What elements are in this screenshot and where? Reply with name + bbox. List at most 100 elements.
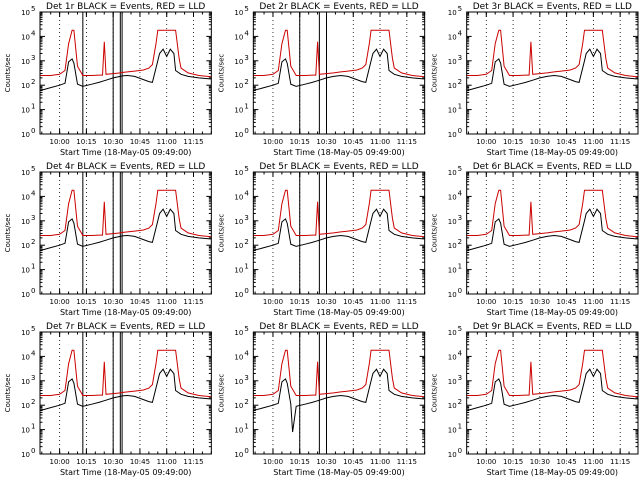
y-tick-exponent: 3 [31, 374, 35, 382]
y-tick-label: 10 [21, 451, 30, 459]
x-axis-title: Start Time (18-May-05 09:49:00) [487, 308, 618, 317]
y-tick-exponent: 2 [458, 78, 462, 86]
y-tick-exponent: 3 [244, 54, 248, 62]
x-tick-label: 10:15 [290, 138, 310, 146]
y-tick-label: 10 [448, 33, 457, 41]
x-tick-label: 11:15 [183, 458, 203, 466]
y-tick-label: 10 [21, 242, 30, 250]
x-tick-label: 10:30 [103, 138, 123, 146]
x-tick-label: 11:15 [183, 138, 203, 146]
y-tick-label: 10 [234, 451, 243, 459]
y-tick-label: 10 [21, 107, 30, 115]
y-tick-label: 10 [21, 291, 30, 299]
x-tick-label: 10:45 [557, 298, 577, 306]
x-tick-label: 10:15 [76, 138, 96, 146]
x-axis-title: Start Time (18-May-05 09:49:00) [273, 148, 404, 157]
panel-title: Det 3r BLACK = Events, RED = LLD [473, 2, 632, 12]
y-tick-exponent: 5 [244, 325, 248, 333]
detector-panel-8: Det 8r BLACK = Events, RED = LLD Counts/s… [217, 322, 426, 477]
series-line-lld [253, 29, 425, 78]
y-tick-label: 10 [448, 58, 457, 66]
y-tick-exponent: 3 [244, 214, 248, 222]
y-tick-exponent: 0 [244, 287, 248, 295]
y-tick-label: 10 [234, 82, 243, 90]
plot-frame [252, 331, 426, 455]
detector-panel-5: Det 5r BLACK = Events, RED = LLD Counts/s… [217, 162, 426, 317]
y-tick-label: 10 [234, 329, 243, 337]
y-tick-exponent: 0 [458, 287, 462, 295]
y-tick-label: 10 [21, 427, 30, 435]
y-axis-title: Counts/sec [4, 374, 12, 413]
y-tick-exponent: 5 [458, 5, 462, 13]
y-axis-title: Counts/sec [431, 54, 439, 93]
y-tick-exponent: 0 [458, 127, 462, 135]
x-tick-label: 10:30 [103, 298, 123, 306]
x-tick-label: 10:30 [103, 458, 123, 466]
x-tick-label: 11:15 [397, 458, 417, 466]
y-tick-exponent: 1 [31, 263, 35, 271]
x-axis-title: Start Time (18-May-05 09:49:00) [60, 308, 191, 317]
y-tick-exponent: 2 [244, 398, 248, 406]
y-tick-exponent: 0 [31, 127, 35, 135]
detector-panel-2: Det 2r BLACK = Events, RED = LLD Counts/s… [217, 2, 426, 157]
series-line-lld [40, 189, 212, 238]
x-axis-title: Start Time (18-May-05 09:49:00) [60, 148, 191, 157]
y-tick-label: 10 [448, 218, 457, 226]
x-tick-label: 10:45 [557, 458, 577, 466]
y-tick-label: 10 [448, 353, 457, 361]
panel-title: Det 7r BLACK = Events, RED = LLD [46, 322, 205, 332]
panel-title: Det 9r BLACK = Events, RED = LLD [473, 322, 632, 332]
y-tick-label: 10 [21, 82, 30, 90]
y-tick-exponent: 3 [244, 374, 248, 382]
y-tick-label: 10 [448, 291, 457, 299]
y-tick-exponent: 1 [244, 263, 248, 271]
y-tick-label: 10 [21, 33, 30, 41]
panel-title: Det 6r BLACK = Events, RED = LLD [473, 162, 632, 172]
x-tick-label: 10:15 [290, 458, 310, 466]
y-tick-label: 10 [234, 291, 243, 299]
y-tick-label: 10 [234, 107, 243, 115]
y-tick-exponent: 5 [244, 5, 248, 13]
series-line-lld [466, 189, 639, 238]
y-tick-label: 10 [448, 402, 457, 410]
y-tick-exponent: 4 [458, 349, 463, 357]
plot-frame [252, 171, 426, 295]
series-line-lld [40, 349, 212, 398]
y-tick-label: 10 [21, 402, 30, 410]
y-tick-exponent: 2 [31, 78, 35, 86]
y-tick-exponent: 3 [31, 214, 35, 222]
y-tick-exponent: 4 [31, 349, 36, 357]
y-tick-exponent: 0 [31, 287, 35, 295]
plot-frame [466, 331, 639, 455]
y-tick-exponent: 5 [458, 165, 462, 173]
x-tick-label: 11:15 [397, 298, 417, 306]
x-tick-label: 10:45 [130, 458, 150, 466]
x-tick-label: 11:15 [610, 458, 630, 466]
series-line-events [253, 48, 425, 92]
x-tick-label: 10:45 [343, 298, 363, 306]
x-tick-label: 11:15 [610, 298, 630, 306]
detector-panel-4: Det 4r BLACK = Events, RED = LLD Counts/s… [4, 162, 212, 317]
y-tick-exponent: 5 [31, 5, 35, 13]
x-tick-label: 11:00 [157, 298, 177, 306]
y-tick-exponent: 1 [458, 423, 462, 431]
x-tick-label: 11:00 [157, 458, 177, 466]
plot-frame [252, 11, 426, 135]
y-tick-exponent: 4 [244, 29, 249, 37]
x-tick-label: 10:45 [557, 138, 577, 146]
x-tick-label: 11:00 [583, 138, 603, 146]
x-tick-label: 10:45 [343, 458, 363, 466]
y-tick-label: 10 [448, 107, 457, 115]
y-tick-label: 10 [234, 131, 243, 139]
x-tick-label: 10:30 [530, 298, 550, 306]
y-tick-exponent: 1 [244, 103, 248, 111]
y-tick-label: 10 [21, 193, 30, 201]
series-line-lld [466, 29, 639, 78]
y-tick-label: 10 [234, 267, 243, 275]
x-axis-title: Start Time (18-May-05 09:49:00) [487, 468, 618, 477]
y-tick-label: 10 [234, 427, 243, 435]
x-tick-label: 11:00 [370, 138, 390, 146]
x-tick-label: 10:00 [50, 138, 70, 146]
y-tick-label: 10 [448, 242, 457, 250]
